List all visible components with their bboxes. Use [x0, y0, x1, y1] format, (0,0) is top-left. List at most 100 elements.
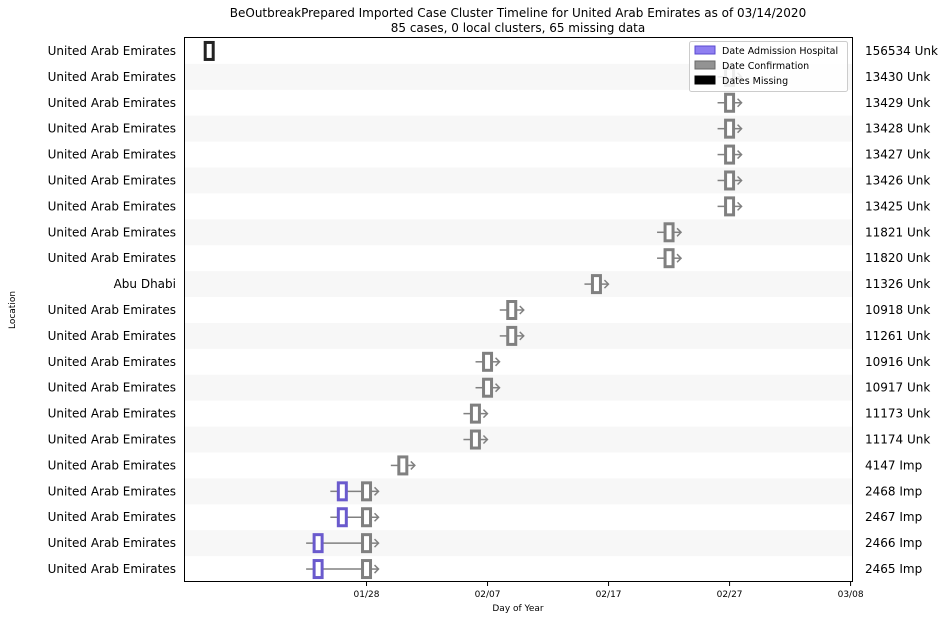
legend-box — [689, 41, 848, 92]
timeline-marks — [203, 40, 743, 580]
confirmation-marker — [663, 248, 675, 269]
location-label: Abu Dhabi — [114, 277, 176, 291]
x-axis-ticks: 01/28 02/07 02/17 02/27 03/08 — [354, 582, 864, 600]
case-row — [475, 377, 501, 398]
location-label: United Arab Emirates — [48, 225, 176, 239]
case-row — [717, 170, 743, 191]
case-label: 13426 Unk — [865, 173, 930, 187]
arrow-head — [603, 279, 610, 289]
arrow-head — [373, 538, 380, 548]
case-row — [499, 325, 525, 346]
x-tick-label: 03/08 — [838, 590, 864, 600]
location-label: United Arab Emirates — [48, 122, 176, 136]
arrow-head — [737, 124, 743, 134]
legend-swatch — [694, 60, 716, 70]
location-label: United Arab Emirates — [48, 173, 176, 187]
location-label: United Arab Emirates — [48, 96, 176, 110]
legend: Date Admission Hospital Date Confirmation… — [689, 41, 848, 92]
x-tick-label: 02/27 — [717, 590, 743, 600]
case-label: 2468 Imp — [865, 484, 922, 498]
case-row — [390, 455, 416, 476]
chart-subtitle: 85 cases, 0 local clusters, 65 missing d… — [391, 21, 645, 35]
plot-frame — [184, 37, 853, 582]
admission-marker — [312, 533, 324, 554]
confirmation-marker — [663, 222, 675, 243]
case-label: 11174 Unk — [865, 433, 930, 447]
case-label: 10916 Unk — [865, 355, 930, 369]
case-label: 11261 Unk — [865, 329, 930, 343]
confirmation-marker — [506, 300, 518, 320]
row-band — [185, 167, 853, 194]
case-label: 13427 Unk — [865, 148, 930, 162]
location-label: United Arab Emirates — [48, 251, 176, 265]
case-label: 2465 Imp — [865, 562, 922, 576]
x-tick-label: 02/17 — [596, 590, 622, 600]
case-label: 11820 Unk — [865, 251, 930, 265]
case-row — [499, 300, 525, 320]
arrow-head — [482, 434, 489, 445]
row-band — [185, 478, 853, 505]
confirmation-marker — [482, 377, 494, 398]
case-label: 10917 Unk — [865, 381, 930, 395]
arrow-head — [373, 512, 380, 522]
arrow-head — [495, 357, 501, 367]
confirmation-marker — [361, 507, 373, 528]
location-label: United Arab Emirates — [48, 381, 176, 395]
arrow-head — [737, 175, 743, 186]
confirmation-marker — [724, 144, 736, 165]
location-label: United Arab Emirates — [48, 536, 176, 550]
location-label: United Arab Emirates — [48, 484, 176, 498]
arrow-head — [519, 305, 525, 315]
arrow-head — [410, 460, 416, 470]
case-label: 4147 Imp — [865, 458, 922, 472]
case-label: 11173 Unk — [865, 407, 930, 421]
location-label: United Arab Emirates — [48, 433, 176, 447]
arrow-head — [676, 253, 683, 263]
case-row — [717, 196, 743, 217]
row-band — [185, 426, 853, 453]
legend-swatch — [694, 75, 716, 85]
case-label: 11821 Unk — [865, 225, 930, 239]
confirmation-marker — [724, 92, 736, 113]
case-row — [203, 40, 215, 61]
case-row — [475, 351, 501, 372]
location-label: United Arab Emirates — [48, 355, 176, 369]
location-label: United Arab Emirates — [48, 199, 176, 213]
chart-title: BeOutbreakPrepared Imported Case Cluster… — [230, 6, 806, 20]
case-row — [717, 92, 743, 113]
location-label: United Arab Emirates — [48, 458, 176, 472]
case-row — [657, 222, 683, 243]
arrow-head — [737, 150, 743, 160]
confirmation-marker — [506, 325, 518, 346]
legend-label: Date Confirmation — [722, 61, 809, 72]
arrow-head — [519, 331, 525, 341]
legend-label: Date Admission Hospital — [722, 46, 838, 57]
case-row — [717, 118, 743, 139]
confirmation-marker — [724, 118, 736, 139]
case-label: 13429 Unk — [865, 96, 930, 110]
case-label: 2466 Imp — [865, 536, 922, 550]
row-band — [185, 115, 853, 142]
case-row — [306, 533, 380, 554]
case-row — [717, 144, 743, 165]
missing-marker — [203, 40, 215, 61]
location-label: United Arab Emirates — [48, 70, 176, 84]
confirmation-marker — [590, 274, 602, 295]
row-band — [185, 271, 853, 298]
case-row — [330, 481, 380, 502]
case-label: 11326 Unk — [865, 277, 930, 291]
x-tick-label: 02/07 — [475, 590, 501, 600]
legend-label: Dates Missing — [722, 76, 788, 87]
admission-marker — [336, 507, 348, 528]
arrow-head — [676, 227, 683, 237]
arrow-head — [373, 564, 380, 574]
confirmation-marker — [361, 559, 373, 580]
arrow-head — [737, 98, 743, 108]
location-label: United Arab Emirates — [48, 562, 176, 576]
case-label: 13425 Unk — [865, 199, 930, 213]
location-label: United Arab Emirates — [48, 329, 176, 343]
case-row — [584, 274, 610, 295]
row-band — [185, 530, 853, 557]
confirmation-marker — [724, 196, 736, 217]
